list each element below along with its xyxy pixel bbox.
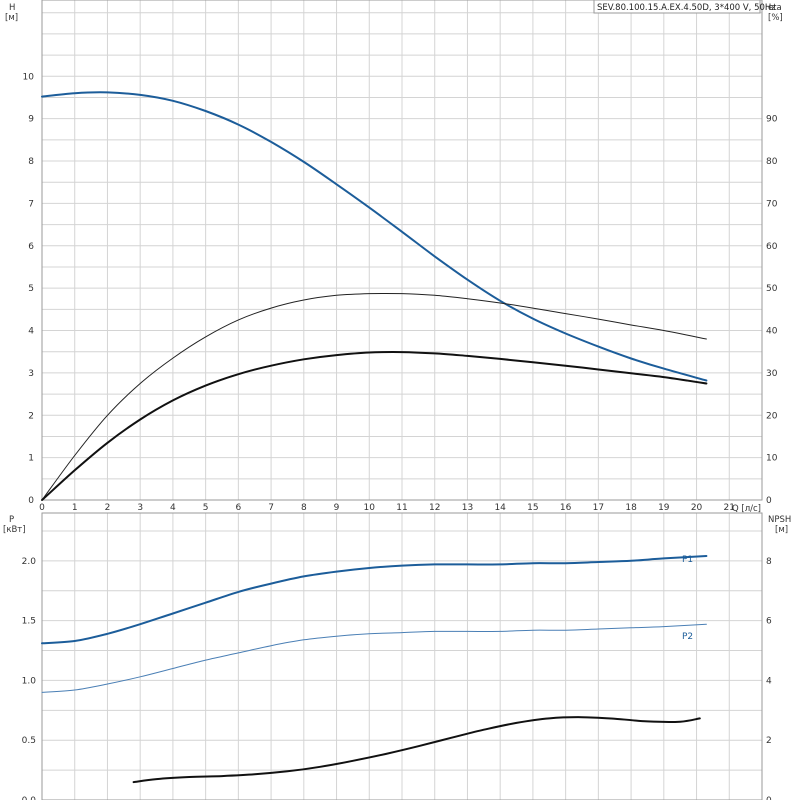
y-right-tick-label: 60 xyxy=(766,242,778,252)
bottom-right-axis-label-npsh: NPSH xyxy=(768,515,791,525)
y-left-tick-label: 2 xyxy=(28,411,34,421)
y-left-tick-label: 7 xyxy=(28,199,34,209)
x-tick-label: 7 xyxy=(268,503,274,513)
y-right-tick-label: 70 xyxy=(766,199,778,209)
y-right-tick-label: 80 xyxy=(766,157,778,167)
chart-title-box xyxy=(593,0,761,14)
x-tick-label: 9 xyxy=(334,503,340,513)
series-label-p2: P2 xyxy=(682,632,693,642)
y-left-tick-label: 0.5 xyxy=(22,736,36,746)
bottom-left-axis-label-p: P xyxy=(9,515,14,525)
x-tick-label: 18 xyxy=(625,503,637,513)
y-left-tick-label: 3 xyxy=(28,369,34,379)
y-right-tick-label: 30 xyxy=(766,369,778,379)
chart-title: SEV.80.100.15.A.EX.4.50D, 3*400 V, 50Hz xyxy=(597,3,776,13)
x-tick-label: 2 xyxy=(105,503,111,513)
y-right-tick-label: 50 xyxy=(766,284,778,294)
efficiency-curve-thin-line xyxy=(41,292,707,501)
p1-power-curve-line xyxy=(41,555,708,645)
top-left-tick-labels: 0 1 2 3 4 5 6 7 8 9 10 xyxy=(23,72,35,506)
npsh-curve-line xyxy=(132,716,701,784)
bottom-left-axis-label-unit: [кВт] xyxy=(3,525,26,535)
bottom-right-tick-labels: 0 2 4 6 8 xyxy=(766,557,772,800)
x-tick-label: 21 xyxy=(724,503,735,513)
y-right-tick-label: 0 xyxy=(766,796,772,800)
x-tick-label: 0 xyxy=(39,503,45,513)
efficiency-curve-thick-line xyxy=(41,351,708,501)
x-tick-label: 4 xyxy=(170,503,176,513)
y-right-tick-label: 20 xyxy=(766,411,778,421)
x-tick-label: 3 xyxy=(137,503,143,513)
y-right-tick-label: 8 xyxy=(766,557,772,567)
y-left-tick-label: 1.0 xyxy=(22,676,37,686)
top-right-axis-label-eta: eta xyxy=(768,3,782,13)
y-left-tick-label: 9 xyxy=(28,115,34,125)
y-right-tick-label: 2 xyxy=(766,736,772,746)
x-tick-label: 16 xyxy=(560,503,572,513)
y-left-tick-label: 1.5 xyxy=(22,617,36,627)
x-tick-label: 10 xyxy=(364,503,376,513)
bottom-right-axis-label-unit: [м] xyxy=(775,525,788,535)
y-right-tick-label: 40 xyxy=(766,327,778,337)
p2-power-curve-line xyxy=(41,623,707,693)
y-right-tick-label: 90 xyxy=(766,115,778,125)
top-chart-series xyxy=(41,91,708,501)
y-left-tick-label: 10 xyxy=(23,72,35,82)
top-chart-grid xyxy=(42,0,762,500)
y-right-tick-label: 0 xyxy=(766,496,772,506)
y-right-tick-label: 6 xyxy=(766,617,772,627)
top-chart-plot-area xyxy=(41,0,763,501)
bottom-chart-series xyxy=(41,555,708,784)
top-left-axis-label-unit: [м] xyxy=(5,13,18,23)
y-left-tick-label: 1 xyxy=(28,454,34,464)
x-tick-label: 19 xyxy=(658,503,670,513)
x-tick-label: 8 xyxy=(301,503,307,513)
x-tick-label: 6 xyxy=(235,503,241,513)
y-right-tick-label: 4 xyxy=(766,676,772,686)
x-tick-label: 13 xyxy=(462,503,473,513)
top-right-axis-label-unit: [%] xyxy=(768,13,783,23)
head-curve-line xyxy=(41,91,708,382)
x-tick-label: 12 xyxy=(429,503,440,513)
x-axis-label: Q [л/с] xyxy=(732,504,761,514)
y-left-tick-label: 5 xyxy=(28,284,34,294)
bottom-chart-grid xyxy=(42,513,762,800)
y-left-tick-label: 0.0 xyxy=(22,796,37,800)
top-left-axis-label-h: H xyxy=(9,3,15,13)
bottom-left-tick-labels: 0.0 0.5 1.0 1.5 2.0 xyxy=(22,557,37,800)
x-tick-label: 5 xyxy=(203,503,209,513)
x-tick-label: 17 xyxy=(593,503,604,513)
x-tick-label: 11 xyxy=(396,503,407,513)
x-tick-label: 20 xyxy=(691,503,703,513)
x-tick-label: 1 xyxy=(72,503,78,513)
y-left-tick-label: 0 xyxy=(28,496,34,506)
top-right-tick-labels: 0 10 20 30 40 50 60 70 80 90 xyxy=(766,115,778,506)
y-left-tick-label: 6 xyxy=(28,242,34,252)
series-label-p1: P1 xyxy=(682,555,693,565)
x-tick-label: 14 xyxy=(494,503,506,513)
top-x-tick-labels: 0 1 2 3 4 5 6 7 8 9 10 11 12 13 14 15 16 17 18 19 20 21 xyxy=(39,503,735,513)
y-left-tick-label: 4 xyxy=(28,327,34,337)
y-left-tick-label: 8 xyxy=(28,157,34,167)
bottom-chart-plot-area xyxy=(41,512,763,800)
y-right-tick-label: 10 xyxy=(766,454,778,464)
x-tick-label: 15 xyxy=(527,503,538,513)
y-left-tick-label: 2.0 xyxy=(22,557,37,567)
